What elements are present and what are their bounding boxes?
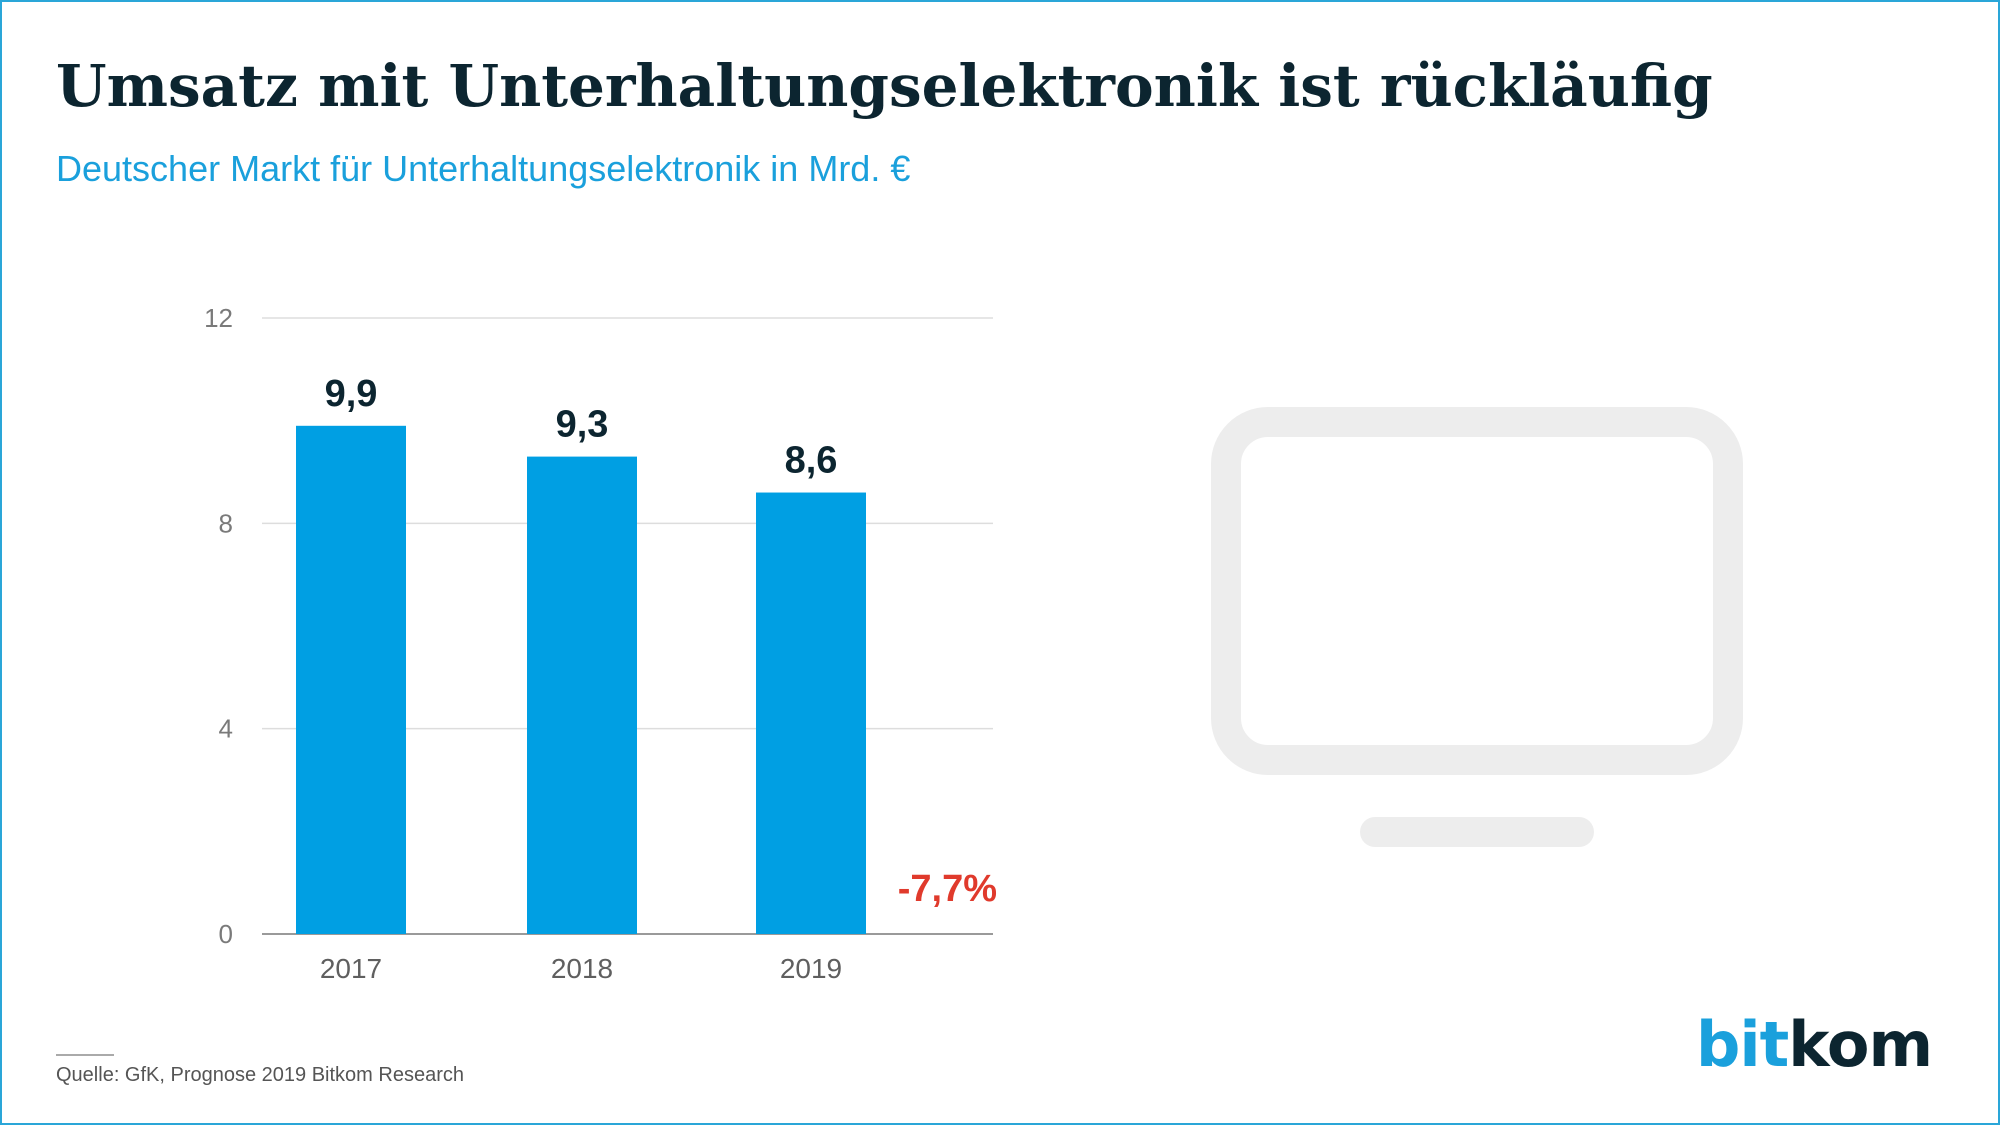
logo-part-kom: kom [1788,1008,1933,1081]
labels: 0 4 8 12 9,9 2017 9,3 2018 8,6 2019 [204,303,842,984]
x-tick-label: 2019 [780,953,842,984]
data-label-2019: 8,6 [785,440,838,482]
bar-2018 [527,456,637,934]
bar-2017 [296,425,406,934]
y-tick-label: 4 [219,714,233,744]
tv-monitor-icon [1211,407,1743,847]
tv-stand [1360,817,1594,847]
y-tick-label: 8 [219,508,233,538]
source-note: Quelle: GfK, Prognose 2019 Bitkom Resear… [56,1064,464,1086]
x-tick-label: 2018 [551,953,613,984]
bars [296,425,866,934]
x-tick-label: 2017 [320,953,382,984]
data-label-2017: 9,9 [325,373,378,415]
change-percentage-label: -7,7% [898,868,997,910]
bar-2019 [756,492,866,934]
bitkom-logo: bitkom [1696,1014,1933,1076]
logo-part-bit: bit [1696,1008,1789,1081]
y-tick-label: 0 [219,919,233,949]
tv-screen-outline [1211,407,1743,775]
chart-title: Umsatz mit Unterhaltungselektronik ist r… [56,52,1713,120]
y-tick-label: 12 [204,303,233,333]
data-label-2018: 9,3 [556,404,609,446]
chart-subtitle: Deutscher Markt für Unterhaltungselektro… [56,148,911,189]
source-divider [56,1054,114,1056]
